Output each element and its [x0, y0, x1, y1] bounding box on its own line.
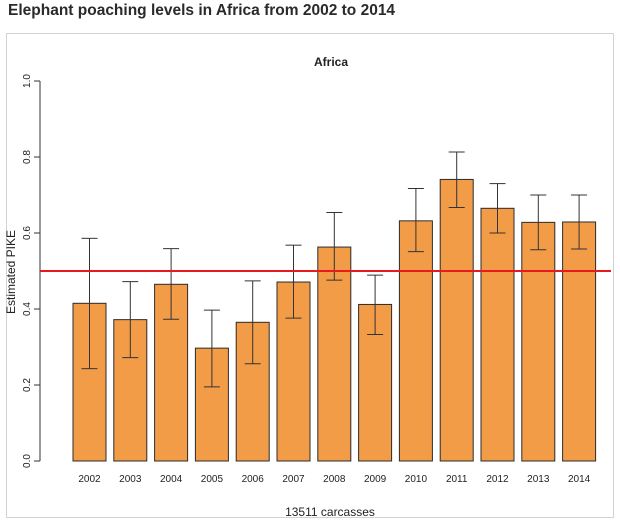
bar-2008	[317, 246, 352, 462]
x-tick-label: 2007	[282, 474, 305, 485]
x-tick-label: 2006	[242, 474, 265, 485]
error-bar-2003	[122, 281, 139, 359]
error-bar-2002	[81, 237, 98, 370]
x-axis-label: 13511 carcasses	[285, 505, 375, 519]
error-bar-2012	[489, 183, 506, 234]
y-tick-label: 1.0	[22, 74, 33, 88]
y-axis-label: Estimated PIKE	[4, 230, 18, 314]
bar-2002	[72, 302, 107, 462]
x-tick-label: 2014	[568, 474, 591, 485]
y-tick-label: 0.6	[22, 226, 33, 240]
x-tick-label: 2010	[405, 474, 428, 485]
error-bars	[81, 151, 588, 388]
bar-2013	[521, 221, 556, 462]
error-bar-2007	[285, 244, 302, 319]
error-bar-2008	[326, 211, 343, 281]
error-bar-2011	[448, 151, 465, 209]
x-tick-labels: 2002 2003 2004 2005 2006 2007 2008 2009 2010 2011…	[78, 474, 590, 485]
bar-2010	[398, 220, 433, 462]
error-bar-2006	[244, 280, 261, 365]
x-tick-label: 2005	[201, 474, 224, 485]
error-bar-2010	[407, 188, 424, 253]
x-tick-label: 2012	[486, 474, 509, 485]
bar-2012	[480, 207, 515, 462]
error-bar-2009	[367, 274, 384, 335]
page-title: Elephant poaching levels in Africa from …	[8, 2, 396, 19]
x-tick-label: 2013	[527, 474, 550, 485]
x-tick-label: 2003	[119, 474, 142, 485]
x-tick-label: 2009	[364, 474, 387, 485]
bar-2014	[562, 221, 597, 462]
y-tick-label: 0.4	[22, 302, 33, 316]
x-tick-label: 2002	[78, 474, 101, 485]
x-tick-label: 2008	[323, 474, 346, 485]
x-tick-label: 2004	[160, 474, 183, 485]
error-bar-2005	[203, 309, 220, 388]
y-axis: 0.0 0.2 0.4 0.6 0.8 1.0	[22, 74, 41, 468]
x-tick-label: 2011	[446, 474, 468, 485]
y-tick-label: 0.8	[22, 150, 33, 164]
bar-2011	[439, 178, 474, 462]
bar-2003	[113, 319, 148, 462]
chart-title: Africa	[314, 55, 348, 69]
y-tick-label: 0.0	[22, 454, 33, 468]
y-tick-label: 0.2	[22, 378, 33, 392]
error-bar-2014	[571, 194, 588, 250]
error-bar-2013	[530, 194, 547, 251]
error-bar-2004	[163, 248, 180, 320]
bar-2007	[276, 281, 311, 462]
